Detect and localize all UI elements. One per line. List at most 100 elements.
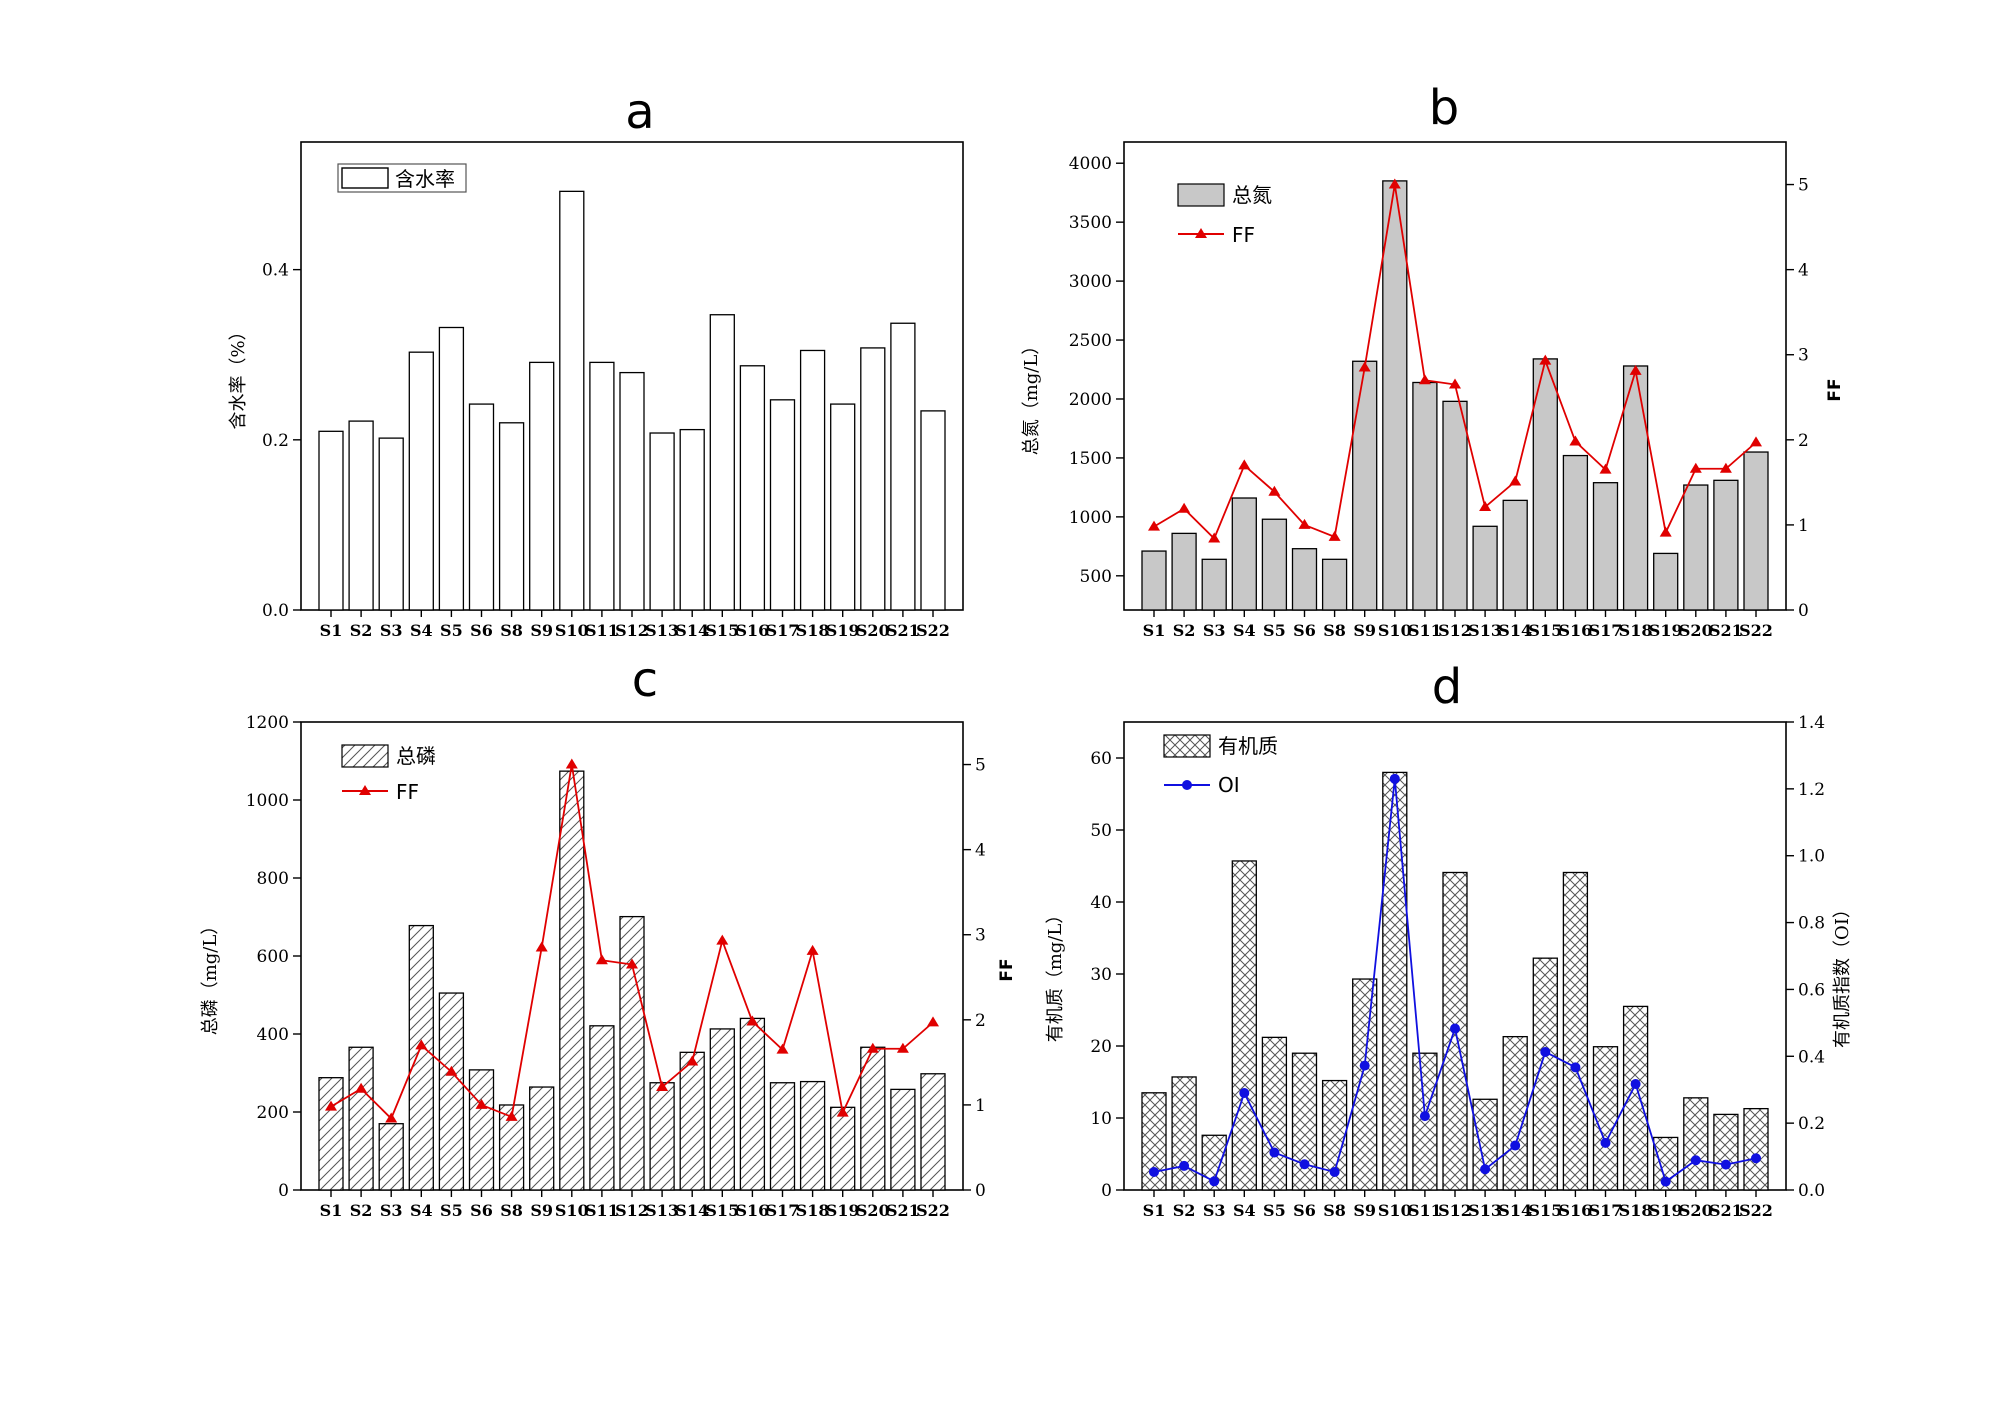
bar-a-s1: [318, 430, 344, 611]
point-oi-s4: [1239, 1088, 1250, 1099]
x-tick-label: S17: [1589, 1201, 1623, 1220]
bar-a-s3: [378, 437, 404, 611]
bar-d-s18: [1622, 1005, 1649, 1191]
point-oi-s15: [1540, 1046, 1551, 1057]
panel-a-y-axis-title: 含水率（%）: [228, 322, 249, 429]
bar-c-s19: [830, 1106, 856, 1191]
y-tick-label: 50: [1090, 821, 1112, 841]
x-tick-label: S14: [675, 621, 709, 640]
x-tick-label: S1: [320, 621, 343, 640]
x-tick-label: S19: [826, 1201, 860, 1220]
x-tick-label: S4: [410, 621, 433, 640]
y2-tick-label: 0: [1798, 601, 1809, 621]
x-tick-label: S17: [1589, 621, 1623, 640]
x-tick-label: S9: [1353, 1201, 1376, 1220]
x-tick-label: S4: [1233, 621, 1256, 640]
point-oi-s12: [1450, 1023, 1460, 1034]
point-oi-s16: [1570, 1062, 1581, 1073]
bar-b-s1: [1141, 550, 1167, 611]
y2-tick-label: 1.0: [1798, 847, 1825, 867]
bar-b-s3: [1201, 558, 1227, 611]
y-tick-label: 400: [257, 1025, 289, 1045]
panel-b-legend: 总氮 FF: [1177, 183, 1272, 247]
point-ff-s3: [385, 1112, 398, 1123]
x-tick-label: S11: [585, 1201, 619, 1220]
y-tick-label: 500: [1080, 567, 1112, 587]
legend-label: 有机质: [1218, 734, 1278, 758]
bar-a-s8: [498, 422, 525, 611]
x-tick-label: S22: [916, 1201, 950, 1220]
bar-a-s5: [438, 326, 465, 611]
x-tick-label: S11: [1408, 621, 1442, 640]
x-tick-label: S6: [470, 1201, 493, 1220]
y2-tick-label: 0.4: [1798, 1047, 1825, 1067]
point-ff-s21: [1719, 462, 1732, 473]
x-tick-label: S15: [705, 621, 739, 640]
point-ff-s5: [445, 1065, 458, 1076]
bar-b-s8: [1321, 558, 1348, 611]
y2-tick-label: 0.0: [1798, 1181, 1825, 1201]
bar-c-s6: [468, 1069, 495, 1191]
bar-c-s21: [890, 1088, 916, 1191]
x-tick-label: S14: [675, 1201, 709, 1220]
panel-b-title: b: [1429, 80, 1459, 136]
bar-d-s16: [1562, 871, 1589, 1191]
bar-d-s20: [1683, 1097, 1709, 1191]
point-ff-s1: [1148, 520, 1160, 531]
x-tick-label: S20: [856, 1201, 890, 1220]
point-ff-s4: [1238, 459, 1251, 470]
point-ff-s9: [1358, 361, 1371, 372]
y-tick-label: 0: [1101, 1181, 1112, 1201]
y-tick-label: 1200: [246, 713, 289, 733]
point-ff-s8: [505, 1110, 518, 1121]
point-oi-s9: [1359, 1060, 1370, 1071]
point-ff-s6: [475, 1098, 488, 1109]
bar-c-s15: [709, 1028, 735, 1191]
point-oi-s10: [1389, 773, 1400, 784]
y2-tick-label: 1: [975, 1096, 986, 1116]
bar-b-s6: [1291, 548, 1318, 611]
y2-tick-label: 5: [975, 756, 986, 776]
x-tick-label: S2: [1173, 621, 1196, 640]
bar-a-s13: [649, 432, 675, 611]
x-tick-label: S21: [1709, 621, 1743, 640]
x-tick-label: S1: [1143, 1201, 1166, 1220]
panel-d-title: d: [1432, 659, 1462, 715]
point-ff-s20: [1689, 462, 1702, 473]
point-oi-s21: [1720, 1159, 1731, 1170]
x-tick-label: S5: [1263, 1201, 1286, 1220]
legend-box: [337, 163, 467, 193]
y-tick-label: 0.2: [262, 431, 289, 451]
x-tick-label: S16: [1558, 621, 1592, 640]
bar-b-s5: [1261, 518, 1288, 611]
x-tick-label: S16: [735, 1201, 769, 1220]
legend-label: 总磷: [396, 744, 436, 768]
y2-tick-label: 5: [1798, 176, 1809, 196]
x-tick-label: S8: [1323, 621, 1346, 640]
bar-b-s15: [1532, 358, 1558, 611]
x-tick-label: S18: [796, 621, 830, 640]
bar-d-s9: [1352, 978, 1378, 1191]
legend-label: FF: [1232, 223, 1255, 247]
bar-b-s19: [1653, 552, 1679, 611]
point-ff-s11: [1418, 374, 1431, 385]
x-tick-label: S3: [380, 621, 403, 640]
x-tick-label: S9: [530, 621, 553, 640]
bar-a-s6: [468, 403, 495, 611]
point-oi-s6: [1299, 1159, 1310, 1170]
point-ff-s10: [1388, 178, 1401, 189]
x-tick-label: S15: [705, 1201, 739, 1220]
panel-d-organic-matter: d 有机质（mg/L） 有机质指数（OI） 有机质 OI 0 10 20 30 40 50…: [1045, 659, 1853, 1220]
bar-a-s19: [830, 403, 856, 611]
bar-a-s18: [799, 349, 826, 611]
bar-b-s11: [1412, 381, 1438, 611]
panel-c-legend: 总磷 FF: [341, 744, 436, 804]
x-tick-label: S5: [1263, 621, 1286, 640]
point-ff-s16: [1569, 435, 1582, 446]
panel-b-total-nitrogen: b 总氮（mg/L） FF 总氮 FF 500 1000 1500 2000 2500 3…: [1021, 80, 1845, 640]
x-tick-label: S3: [1203, 621, 1226, 640]
bar-a-s15: [709, 314, 735, 611]
bar-c-s14: [679, 1051, 705, 1191]
legend-bar-swatch: [341, 744, 389, 768]
